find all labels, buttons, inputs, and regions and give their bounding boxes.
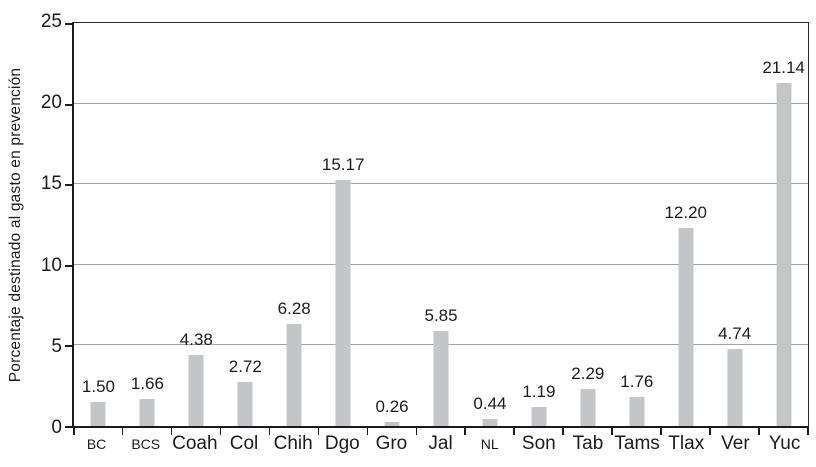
x-tick-label-Dgo: Dgo [324,433,360,454]
bar-Jal [433,331,449,426]
gridline-15 [74,183,808,185]
bar-Yuc [776,82,792,426]
bar-Coah [188,354,204,426]
bar-group-Tlax: 12.20 [661,23,710,426]
x-tick-label-Son: Son [521,433,556,454]
bar-value-label: 6.28 [277,299,311,319]
bar-group-Jal: 5.85 [417,23,466,426]
x-tick-label-Jal: Jal [428,433,453,454]
bar-value-label: 15.17 [321,154,365,174]
bar-NL [482,418,498,426]
y-tick-label-15: 15 [40,173,62,195]
bar-value-label: 1.19 [522,381,556,401]
bar-group-NL: 0.44 [466,23,515,426]
bar-group-Tams: 1.76 [612,23,661,426]
bar-Dgo [335,179,351,426]
x-tick-2 [170,428,173,435]
bar-group-Col: 2.72 [221,23,270,426]
x-tick-6 [366,428,369,435]
bar-BC [90,401,106,426]
bars-row: 1.50 1.66 4.38 2.72 6.28 15.17 0.26 5.85 0.44 1.1… [74,23,808,426]
y-tick-0 [65,426,72,428]
bar-group-Yuc: 21.14 [759,23,808,426]
y-tick-label-0: 0 [51,417,62,438]
y-tick-20 [65,103,72,106]
bar-value-label: 1.76 [620,372,654,392]
y-tick-25 [65,23,72,25]
x-tick-label-NL: NL [480,436,499,452]
x-tick-3 [219,428,222,435]
bar-value-label: 4.38 [179,329,213,349]
y-tick-5 [65,345,72,348]
bar-value-label: 2.29 [571,363,605,383]
plot-area: 1.50 1.66 4.38 2.72 6.28 15.17 0.26 5.85 0.44 1.1… [65,22,809,435]
bar-group-Coah: 4.38 [172,23,221,426]
x-tick-label-BC: BC [86,436,107,452]
bar-Tlax [678,227,694,426]
y-tick-15 [65,184,72,187]
x-tick-1 [121,428,124,435]
bar-BCS [139,399,155,426]
bar-value-label: 1.50 [81,376,116,396]
bar-Tams [629,397,645,426]
y-tick-10 [65,264,72,267]
bar-Son [531,406,547,426]
bar-Col [237,381,253,426]
x-tick-label-Tams: Tams [614,433,660,454]
x-tick-label-Coah: Coah [172,433,218,454]
bar-Chih [286,324,302,426]
bar-value-label: 4.74 [718,324,752,344]
bar-value-label: 0.26 [375,396,409,416]
bar-Gro [384,421,400,426]
bar-group-Dgo: 15.17 [319,23,368,426]
bar-Ver [727,349,743,426]
x-tick-label-Ver: Ver [721,433,750,454]
x-tick-label-BCS: BCS [131,436,161,452]
bar-value-label: 2.72 [228,356,262,376]
y-tick-label-5: 5 [51,335,62,357]
x-tick-13 [709,428,711,435]
x-tick-12 [660,428,662,435]
bar-value-label: 12.20 [664,202,707,222]
x-tick-label-Tlax: Tlax [668,433,705,454]
x-tick-7 [415,428,418,435]
bar-group-Son: 1.19 [514,23,563,426]
y-tick-label-25: 25 [40,11,62,32]
x-tick-label-Yuc: Yuc [768,433,801,454]
x-tick-14 [758,428,760,435]
x-tick-0 [73,428,75,435]
x-tick-11 [611,428,613,435]
x-tick-4 [268,428,271,435]
bar-value-label: 21.14 [762,57,805,77]
x-tick-10 [562,428,564,435]
x-tick-15 [807,428,809,435]
bar-value-label: 5.85 [424,306,458,325]
bar-group-Ver: 4.74 [710,23,759,426]
bar-group-BC: 1.50 [74,23,123,426]
x-tick-5 [317,428,320,435]
x-tick-label-Col: Col [229,433,259,454]
gridline-20 [74,102,808,104]
x-tick-labels: BC BCS Coah Col Chih Dgo Gro Jal NL Son Tab Tams Tla… [72,432,809,456]
bar-group-Tab: 2.29 [563,23,612,426]
x-tick-label-Tab: Tab [572,433,604,454]
x-tick-label-Gro: Gro [375,433,408,454]
bar-value-label: 0.44 [473,393,507,413]
bar-group-Chih: 6.28 [270,23,319,426]
y-tick-label-20: 20 [40,92,62,114]
x-tick-9 [513,428,515,435]
bar-group-Gro: 0.26 [368,23,417,426]
bar-value-label: 1.66 [130,374,164,394]
x-tick-label-Chih: Chih [273,433,313,454]
bar-group-BCS: 1.66 [123,23,172,426]
y-tick-label-10: 10 [40,254,62,276]
gridline-10 [74,263,808,265]
bar-Tab [580,388,596,426]
x-tick-8 [464,428,466,435]
